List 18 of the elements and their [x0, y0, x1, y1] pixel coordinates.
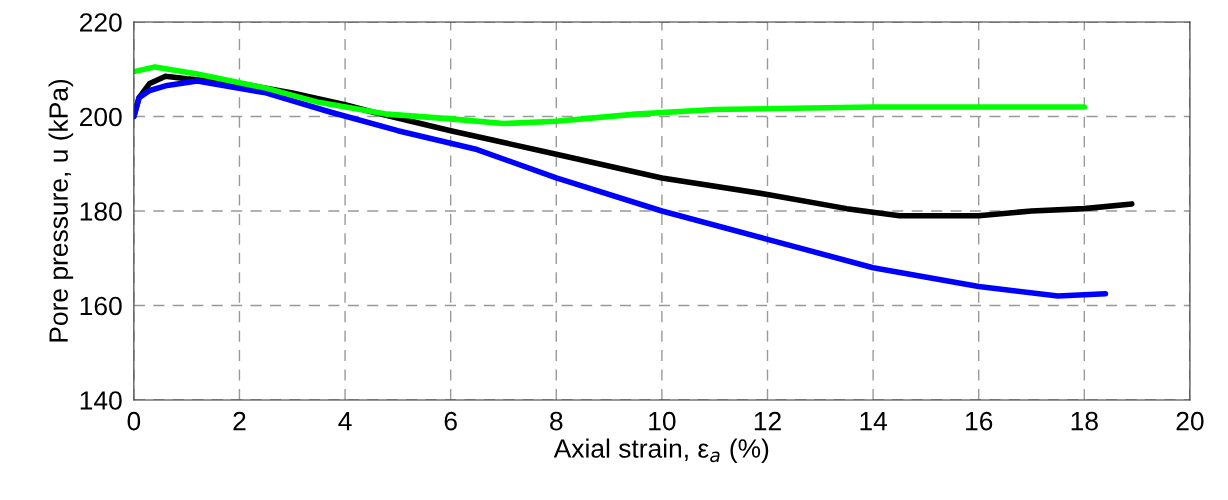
y-axis-title: Pore pressure, u (kPa) — [48, 79, 74, 342]
y-tick-label: 220 — [80, 13, 122, 32]
x-tick-label: 2 — [233, 411, 246, 431]
x-tick-label: 8 — [550, 411, 563, 431]
x-tick-label: 18 — [1071, 411, 1098, 431]
x-tick-label: 10 — [649, 411, 676, 431]
x-tick-label: 4 — [338, 412, 352, 431]
y-tick-label: 180 — [80, 202, 122, 221]
x-tick-label: 0 — [127, 411, 141, 431]
y-tick-label: 200 — [80, 107, 122, 127]
x-tick-label: 20 — [1176, 411, 1204, 431]
x-tick-label: 6 — [444, 411, 457, 431]
x-tick-label: 14 — [860, 412, 888, 431]
y-tick-label: 140 — [80, 391, 122, 410]
x-axis-title: Axial strain, ε$_{a}$ (%) — [553, 438, 769, 464]
x-tick-label: 16 — [966, 411, 993, 431]
x-tick-label: 12 — [754, 411, 781, 431]
y-tick-label: 160 — [80, 296, 122, 316]
